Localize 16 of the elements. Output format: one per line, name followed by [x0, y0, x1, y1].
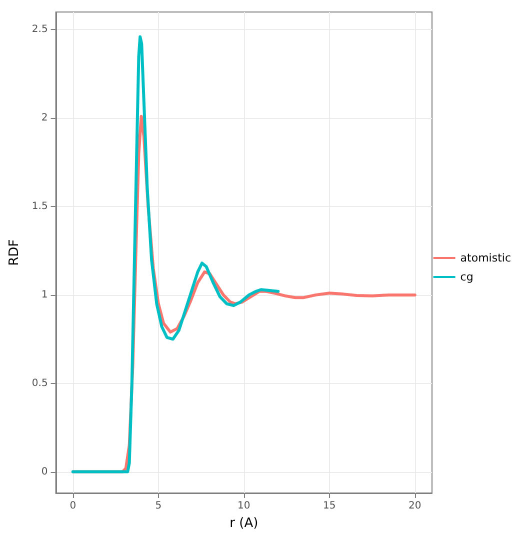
x-axis-title: r (A)	[230, 516, 258, 531]
x-tick-label: 15	[323, 500, 336, 512]
x-tick-label: 20	[408, 500, 422, 512]
y-tick-label: 1	[41, 289, 48, 300]
y-tick-label: 2.5	[32, 24, 48, 36]
y-tick-label: 2	[41, 112, 48, 124]
x-tick-label: 0	[70, 500, 76, 512]
legend-label: cg	[460, 270, 474, 284]
y-tick-label: 0	[41, 466, 48, 478]
line-series	[71, 35, 280, 474]
x-tick-label: 10	[238, 500, 250, 512]
y-tick-label: 1.5	[32, 201, 48, 212]
x-tick-label: 5	[155, 500, 162, 512]
y-tick-label: 0.5	[32, 378, 48, 389]
legend-label: atomistic	[460, 252, 511, 264]
y-axis-title: RDF	[7, 239, 22, 266]
